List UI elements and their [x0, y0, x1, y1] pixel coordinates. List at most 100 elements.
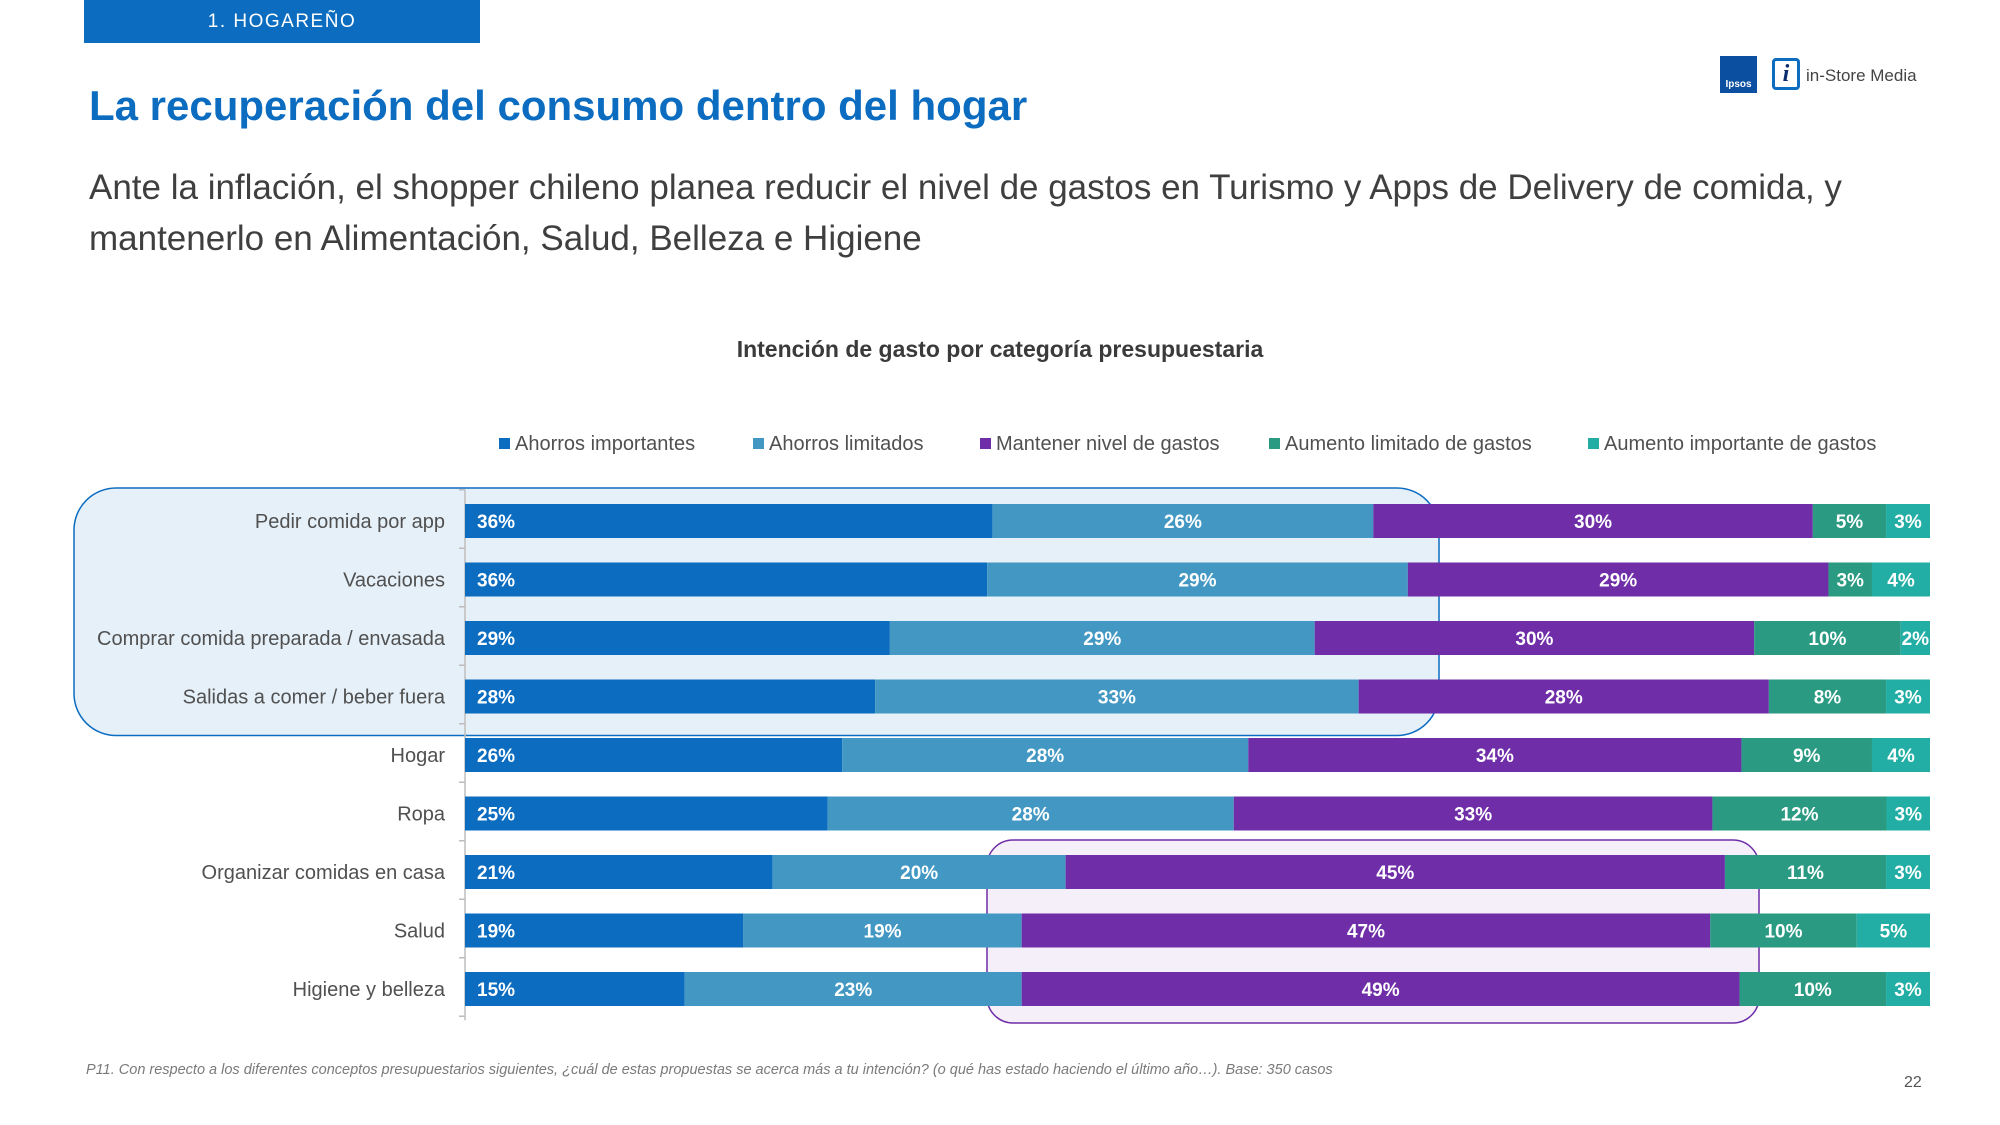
bar-higiene-y-belleza-mantener-nivel-de-gastos — [1021, 972, 1740, 1006]
data-label-comprar-comida-preparada-envasada-ahorros-limitados: 29% — [1083, 629, 1121, 650]
bar-pedir-comida-por-app-aumento-importante-de-gastos — [1886, 504, 1930, 538]
footnote: P11. Con respecto a los diferentes conce… — [86, 1062, 1333, 1078]
data-label-pedir-comida-por-app-ahorros-importantes: 36% — [477, 512, 515, 533]
bar-salud-aumento-limitado-de-gastos — [1710, 913, 1857, 948]
data-label-hogar-ahorros-importantes: 26% — [477, 746, 515, 767]
bar-salidas-a-comer-beber-fuera-ahorros-importantes — [465, 679, 876, 714]
category-label-pedir-comida-por-app: Pedir comida por app — [255, 511, 445, 533]
data-label-vacaciones-aumento-importante-de-gastos: 4% — [1887, 571, 1915, 592]
category-label-salidas-a-comer-beber-fuera: Salidas a comer / beber fuera — [183, 687, 446, 709]
data-label-higiene-y-belleza-aumento-limitado-de-gastos: 10% — [1794, 980, 1832, 1001]
category-label-organizar-comidas-en-casa: Organizar comidas en casa — [202, 862, 446, 884]
data-label-higiene-y-belleza-ahorros-limitados: 23% — [834, 980, 872, 1001]
data-label-ropa-aumento-importante-de-gastos: 3% — [1895, 805, 1923, 826]
bar-hogar-ahorros-limitados — [842, 738, 1249, 772]
bar-higiene-y-belleza-ahorros-importantes — [465, 972, 685, 1006]
bar-ropa-ahorros-importantes — [465, 796, 828, 831]
data-label-pedir-comida-por-app-mantener-nivel-de-gastos: 30% — [1574, 512, 1612, 533]
legend-label: Ahorros importantes — [515, 433, 696, 455]
bar-vacaciones-mantener-nivel-de-gastos — [1407, 562, 1829, 597]
data-label-ropa-mantener-nivel-de-gastos: 33% — [1454, 805, 1492, 826]
bar-comprar-comida-preparada-envasada-aumento-importante-de-gastos — [1900, 621, 1930, 655]
bar-salud-ahorros-importantes — [465, 913, 744, 948]
legend-swatch — [499, 438, 510, 449]
bar-vacaciones-ahorros-limitados — [987, 562, 1408, 597]
bar-pedir-comida-por-app-ahorros-importantes — [465, 504, 993, 538]
data-label-ropa-aumento-limitado-de-gastos: 12% — [1780, 805, 1818, 826]
bar-pedir-comida-por-app-mantener-nivel-de-gastos — [1373, 504, 1813, 538]
category-label-vacaciones: Vacaciones — [343, 570, 445, 592]
data-label-salud-aumento-importante-de-gastos: 5% — [1880, 922, 1908, 943]
highlight-box-reduce-spending — [73, 487, 1440, 737]
data-label-organizar-comidas-en-casa-aumento-limitado-de-gastos: 11% — [1787, 863, 1824, 884]
bar-organizar-comidas-en-casa-ahorros-limitados — [772, 855, 1066, 889]
bar-ropa-aumento-limitado-de-gastos — [1712, 796, 1887, 831]
data-label-organizar-comidas-en-casa-ahorros-limitados: 20% — [900, 863, 938, 884]
bar-organizar-comidas-en-casa-ahorros-importantes — [465, 855, 773, 889]
bar-salud-aumento-importante-de-gastos — [1856, 913, 1930, 948]
chart-title: Intención de gasto por categoría presupu… — [736, 336, 1264, 362]
data-label-hogar-ahorros-limitados: 28% — [1026, 746, 1064, 767]
bar-salidas-a-comer-beber-fuera-ahorros-limitados — [875, 679, 1359, 714]
bar-hogar-ahorros-importantes — [465, 738, 843, 772]
data-label-hogar-aumento-importante-de-gastos: 4% — [1887, 746, 1915, 767]
data-label-vacaciones-mantener-nivel-de-gastos: 29% — [1599, 571, 1637, 592]
category-label-hogar: Hogar — [391, 745, 446, 767]
page-title: La recuperación del consumo dentro del h… — [89, 82, 1028, 129]
legend-item-mantener-nivel: Mantener nivel de gastos — [980, 433, 1219, 456]
data-label-higiene-y-belleza-ahorros-importantes: 15% — [477, 980, 515, 1001]
legend-swatch — [980, 438, 991, 449]
bar-salidas-a-comer-beber-fuera-aumento-limitado-de-gastos — [1768, 679, 1887, 714]
bar-comprar-comida-preparada-envasada-mantener-nivel-de-gastos — [1314, 621, 1755, 655]
category-label-comprar-comida-preparada-envasada: Comprar comida preparada / envasada — [97, 628, 446, 650]
data-label-ropa-ahorros-limitados: 28% — [1012, 805, 1050, 826]
data-label-salud-ahorros-limitados: 19% — [864, 922, 902, 943]
bar-comprar-comida-preparada-envasada-aumento-limitado-de-gastos — [1754, 621, 1901, 655]
bar-higiene-y-belleza-aumento-limitado-de-gastos — [1739, 972, 1887, 1006]
data-label-pedir-comida-por-app-ahorros-limitados: 26% — [1164, 512, 1202, 533]
data-label-salidas-a-comer-beber-fuera-ahorros-importantes: 28% — [477, 688, 515, 709]
data-label-organizar-comidas-en-casa-mantener-nivel-de-gastos: 45% — [1376, 863, 1414, 884]
legend-item-ahorros-importantes: Ahorros importantes — [499, 433, 695, 456]
instore-media-icon: i — [1772, 58, 1800, 90]
data-label-higiene-y-belleza-mantener-nivel-de-gastos: 49% — [1362, 980, 1400, 1001]
bar-hogar-aumento-limitado-de-gastos — [1741, 738, 1872, 772]
bar-salidas-a-comer-beber-fuera-mantener-nivel-de-gastos — [1358, 679, 1769, 714]
data-label-higiene-y-belleza-aumento-importante-de-gastos: 3% — [1894, 980, 1922, 1001]
bar-pedir-comida-por-app-aumento-limitado-de-gastos — [1812, 504, 1887, 538]
category-label-salud: Salud — [394, 921, 445, 943]
data-label-comprar-comida-preparada-envasada-mantener-nivel-de-gastos: 30% — [1515, 629, 1553, 650]
page-subtitle: Ante la inflación, el shopper chileno pl… — [89, 168, 1842, 258]
bar-pedir-comida-por-app-ahorros-limitados — [992, 504, 1374, 538]
data-label-salidas-a-comer-beber-fuera-ahorros-limitados: 33% — [1098, 688, 1136, 709]
bar-salidas-a-comer-beber-fuera-aumento-importante-de-gastos — [1886, 679, 1930, 714]
data-label-vacaciones-aumento-limitado-de-gastos: 3% — [1836, 571, 1864, 592]
legend-label: Aumento limitado de gastos — [1285, 433, 1532, 455]
legend-label: Mantener nivel de gastos — [996, 433, 1220, 455]
data-label-hogar-mantener-nivel-de-gastos: 34% — [1476, 746, 1514, 767]
legend-item-ahorros-limitados: Ahorros limitados — [753, 433, 924, 456]
bar-organizar-comidas-en-casa-aumento-importante-de-gastos — [1886, 855, 1930, 889]
bar-vacaciones-aumento-importante-de-gastos — [1871, 562, 1930, 597]
bar-organizar-comidas-en-casa-aumento-limitado-de-gastos — [1724, 855, 1887, 889]
bar-organizar-comidas-en-casa-mantener-nivel-de-gastos — [1065, 855, 1725, 889]
data-label-salidas-a-comer-beber-fuera-aumento-importante-de-gastos: 3% — [1894, 688, 1922, 709]
ipsos-logo: Ipsos — [1720, 56, 1757, 93]
data-label-organizar-comidas-en-casa-ahorros-importantes: 21% — [477, 863, 515, 884]
data-label-salidas-a-comer-beber-fuera-mantener-nivel-de-gastos: 28% — [1545, 688, 1583, 709]
bar-comprar-comida-preparada-envasada-ahorros-limitados — [889, 621, 1315, 655]
legend-swatch — [753, 438, 764, 449]
data-label-ropa-ahorros-importantes: 25% — [477, 805, 515, 826]
bar-vacaciones-ahorros-importantes — [465, 562, 988, 597]
bar-salud-mantener-nivel-de-gastos — [1021, 913, 1711, 948]
data-label-pedir-comida-por-app-aumento-importante-de-gastos: 3% — [1894, 512, 1922, 533]
category-label-ropa: Ropa — [397, 804, 446, 826]
legend-label: Aumento importante de gastos — [1604, 433, 1877, 455]
logos: Ipsos i in-Store Media — [1720, 56, 1935, 96]
data-label-salud-aumento-limitado-de-gastos: 10% — [1764, 922, 1802, 943]
bar-vacaciones-aumento-limitado-de-gastos — [1828, 562, 1872, 597]
bar-ropa-mantener-nivel-de-gastos — [1233, 796, 1713, 831]
bar-higiene-y-belleza-aumento-importante-de-gastos — [1886, 972, 1930, 1006]
instore-media-logo-text: in-Store Media — [1806, 66, 1917, 85]
